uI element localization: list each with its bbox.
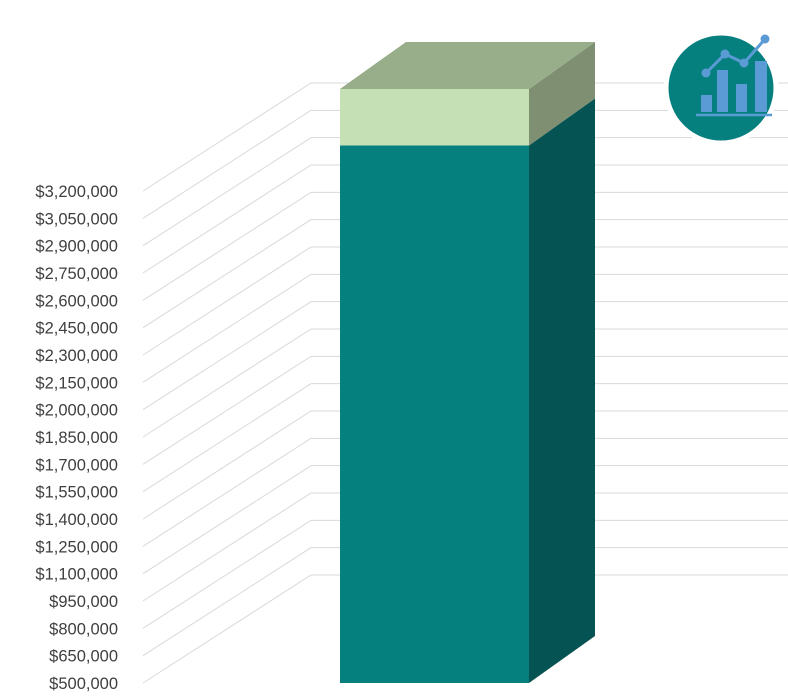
gridline [142, 301, 788, 411]
y-tick-label: $2,600,000 [35, 292, 118, 310]
y-tick-label: $3,200,000 [35, 183, 118, 201]
y-tick-label: $800,000 [49, 620, 118, 638]
y-tick-label: $1,250,000 [35, 538, 118, 556]
y-tick-label: $950,000 [49, 593, 118, 611]
y-tick-label: $2,750,000 [35, 265, 118, 283]
bar-side-0 [529, 98, 595, 683]
y-tick-label: $1,100,000 [35, 566, 118, 584]
gridline [142, 437, 788, 547]
gridline [142, 82, 788, 192]
gridline [142, 574, 788, 684]
y-tick-label: $1,700,000 [35, 456, 118, 474]
bar-top [340, 41, 595, 89]
y-tick-label: $1,400,000 [35, 511, 118, 529]
gridline [142, 492, 788, 602]
y-tick-label: $3,050,000 [35, 210, 118, 228]
y-axis-tick-labels: $500,000 $650,000 $800,000 $950,000 $1,100,0… [35, 183, 118, 693]
gridline [142, 519, 788, 629]
bar-segment-1 [340, 88, 529, 146]
y-tick-label: $2,900,000 [35, 238, 118, 256]
gridline [142, 246, 788, 356]
y-tick-label: $2,450,000 [35, 320, 118, 338]
gridline [142, 355, 788, 465]
bar-side-1 [529, 41, 595, 146]
y-tick-label: $2,000,000 [35, 402, 118, 420]
gridline [142, 547, 788, 657]
gridline [142, 328, 788, 438]
gridline [142, 164, 788, 274]
chart-badge [663, 30, 779, 146]
y-tick-label: $2,150,000 [35, 374, 118, 392]
y-tick-label: $2,300,000 [35, 347, 118, 365]
gridline [142, 383, 788, 493]
gridline [142, 273, 788, 383]
y-tick-label: $500,000 [49, 675, 118, 693]
gridline [142, 109, 788, 219]
gridline [142, 465, 788, 575]
gridline [142, 410, 788, 520]
y-tick-label: $650,000 [49, 648, 118, 666]
bar-segment-0 [340, 145, 529, 683]
gridline [142, 219, 788, 329]
bar-stack [340, 41, 595, 683]
chart-icon [696, 34, 772, 117]
gridline [142, 137, 788, 247]
y-tick-label: $1,850,000 [35, 429, 118, 447]
y-tick-label: $1,550,000 [35, 484, 118, 502]
gridlines [142, 82, 788, 684]
gridline [142, 191, 788, 301]
